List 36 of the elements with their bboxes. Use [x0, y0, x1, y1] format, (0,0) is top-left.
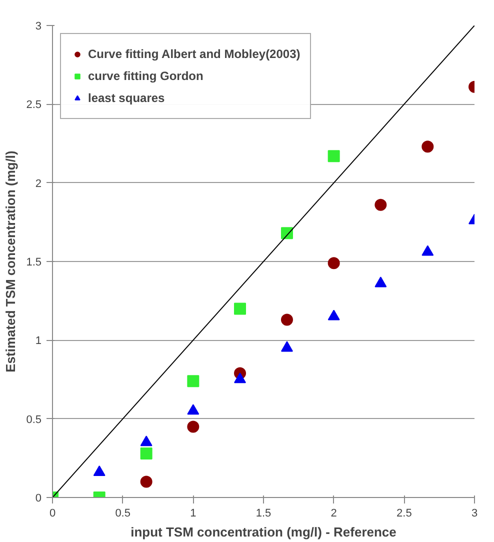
legend-label: least squares	[88, 91, 165, 105]
y-tick-label: 0	[35, 492, 42, 504]
point	[422, 245, 434, 256]
point	[140, 447, 152, 460]
legend-label: curve fitting Gordon	[88, 69, 204, 83]
point	[422, 140, 434, 153]
point	[374, 276, 387, 288]
point	[93, 465, 106, 476]
point	[234, 302, 246, 315]
point	[187, 404, 200, 415]
point	[280, 341, 293, 352]
legend-label: Curve fitting Albert and Mobley(2003)	[88, 47, 300, 61]
y-axis-title: Estimated TSM concentration (mg/l)	[3, 150, 18, 372]
x-tick-label: 2.5	[396, 508, 412, 520]
point	[374, 198, 387, 211]
point	[187, 420, 200, 433]
y-tick-label: 1.5	[26, 256, 42, 268]
x-tick-label: 0.5	[115, 508, 130, 520]
x-tick-label: 0	[49, 508, 56, 520]
point	[187, 375, 200, 388]
point	[280, 314, 293, 326]
x-tick-label: 3	[471, 508, 478, 520]
x-tick-label: 2	[330, 508, 337, 520]
x-tick-label: 1.5	[256, 508, 272, 520]
point	[234, 372, 246, 384]
point	[328, 310, 340, 320]
y-tick-label: 2.5	[26, 99, 42, 112]
y-tick-label: 1	[35, 335, 42, 348]
point	[328, 150, 340, 162]
y-tick-label: 3	[35, 20, 42, 32]
y-tick-label: 2	[35, 178, 42, 190]
x-tick-label: 1	[190, 508, 196, 520]
point	[140, 436, 152, 446]
y-tick-label: 0.5	[26, 414, 42, 426]
x-axis-title: input TSM concentration (mg/l) - Reference	[130, 524, 396, 540]
point	[328, 257, 340, 270]
